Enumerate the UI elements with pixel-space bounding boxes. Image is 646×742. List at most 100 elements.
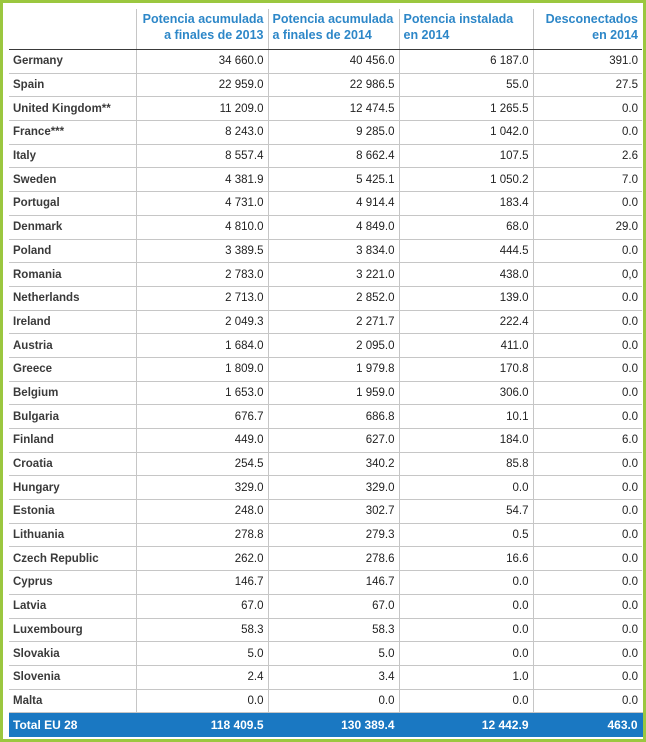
cumulative-2013-cell: 676.7	[136, 404, 269, 429]
header-row: Potencia acumulada a finales de 2013 Pote…	[9, 9, 642, 50]
decommissioned-2014-cell: 0.0	[533, 404, 642, 429]
cumulative-2014-cell: 3.4	[268, 665, 400, 690]
cumulative-2014-cell: 5.0	[268, 641, 400, 666]
table-row: Belgium 1 653.0 1 959.0 306.0 0.0	[9, 381, 642, 406]
cumulative-2013-cell: 0.0	[136, 689, 269, 714]
cumulative-2013-cell: 1 684.0	[136, 333, 269, 358]
installed-2014-cell: 54.7	[399, 499, 534, 524]
decommissioned-2014-cell: 0.0	[533, 523, 642, 548]
decommissioned-2014-cell: 0.0	[533, 499, 642, 524]
country-cell: Belgium	[9, 381, 137, 406]
cumulative-2013-cell: 146.7	[136, 570, 269, 595]
installed-2014-cell: 6 187.0	[399, 49, 534, 74]
cumulative-2013-cell: 329.0	[136, 475, 269, 501]
cumulative-2014-cell: 9 285.0	[268, 120, 400, 145]
installed-2014-cell: 184.0	[399, 428, 534, 453]
decommissioned-2014-cell: 0.0	[533, 665, 642, 690]
table-row: Finland 449.0 627.0 184.0 6.0	[9, 428, 642, 453]
country-cell: Bulgaria	[9, 404, 137, 429]
country-cell: France***	[9, 120, 137, 145]
installed-2014-cell: 0.0	[399, 594, 534, 619]
country-cell: Latvia	[9, 594, 137, 619]
country-cell: Slovakia	[9, 641, 137, 666]
cumulative-2013-cell: 34 660.0	[136, 49, 269, 74]
decommissioned-2014-cell: 0.0	[533, 689, 642, 714]
table-row: Sweden 4 381.9 5 425.1 1 050.2 7.0	[9, 167, 642, 193]
cumulative-2013-cell: 2.4	[136, 665, 269, 690]
decommissioned-2014-cell: 0.0	[533, 452, 642, 477]
decommissioned-2014-cell: 0.0	[533, 286, 642, 311]
decommissioned-2014-cell: 0.0	[533, 96, 642, 122]
country-cell: Austria	[9, 333, 137, 358]
table-row: Denmark 4 810.0 4 849.0 68.0 29.0	[9, 215, 642, 240]
table-row: Italy 8 557.4 8 662.4 107.5 2.6	[9, 144, 642, 169]
installed-2014-cell: 1 042.0	[399, 120, 534, 145]
table-row: Portugal 4 731.0 4 914.4 183.4 0.0	[9, 191, 642, 216]
country-cell: Slovenia	[9, 665, 137, 690]
installed-2014-cell: 107.5	[399, 144, 534, 169]
table-row: Slovakia 5.0 5.0 0.0 0.0	[9, 641, 642, 666]
cumulative-2013-cell: 254.5	[136, 452, 269, 477]
table-row: Slovenia 2.4 3.4 1.0 0.0	[9, 665, 642, 690]
country-cell: Luxembourg	[9, 618, 137, 643]
installed-2014-cell: 444.5	[399, 239, 534, 264]
decommissioned-2014-cell: 0,0	[533, 262, 642, 287]
table-row: Germany 34 660.0 40 456.0 6 187.0 391.0	[9, 49, 642, 74]
cumulative-2014-cell: 58.3	[268, 618, 400, 643]
cumulative-2014-cell: 0.0	[268, 689, 400, 714]
cumulative-2014-cell: 278.6	[268, 546, 400, 572]
table-row: Croatia 254.5 340.2 85.8 0.0	[9, 452, 642, 477]
cumulative-2014-cell: 3 834.0	[268, 239, 400, 264]
cumulative-2014-cell: 5 425.1	[268, 167, 400, 193]
table-row: United Kingdom** 11 209.0 12 474.5 1 265.5 0…	[9, 96, 642, 122]
table-row: Poland 3 389.5 3 834.0 444.5 0.0	[9, 239, 642, 264]
table-body: Germany 34 660.0 40 456.0 6 187.0 391.0 Spain…	[9, 49, 643, 738]
installed-2014-cell: 0.0	[399, 689, 534, 714]
decommissioned-2014-cell: 0.0	[533, 641, 642, 666]
country-cell: Poland	[9, 239, 137, 264]
country-cell: Malta	[9, 689, 137, 714]
cumulative-2014-cell: 40 456.0	[268, 49, 400, 74]
cumulative-2013-cell: 3 389.5	[136, 239, 269, 264]
decommissioned-2014-cell: 0.0	[533, 239, 642, 264]
header-country	[9, 9, 137, 50]
cumulative-2013-cell: 8 557.4	[136, 144, 269, 169]
table-row: Cyprus 146.7 146.7 0.0 0.0	[9, 570, 642, 595]
cumulative-2013-cell: 2 049.3	[136, 310, 269, 335]
installed-2014-cell: 55.0	[399, 73, 534, 98]
installed-2014-cell: 12 442.9	[399, 712, 534, 738]
decommissioned-2014-cell: 29.0	[533, 215, 642, 240]
decommissioned-2014-cell: 0.0	[533, 381, 642, 406]
table-row: Estonia 248.0 302.7 54.7 0.0	[9, 499, 642, 524]
table-row: Romania 2 783.0 3 221.0 438.0 0,0	[9, 262, 642, 287]
cumulative-2013-cell: 22 959.0	[136, 73, 269, 98]
installed-2014-cell: 306.0	[399, 381, 534, 406]
table-row: Malta 0.0 0.0 0.0 0.0	[9, 689, 642, 714]
table-row: Netherlands 2 713.0 2 852.0 139.0 0.0	[9, 286, 642, 311]
country-cell: Netherlands	[9, 286, 137, 311]
cumulative-2014-cell: 12 474.5	[268, 96, 400, 122]
cumulative-2013-cell: 5.0	[136, 641, 269, 666]
cumulative-2013-cell: 4 810.0	[136, 215, 269, 240]
installed-2014-cell: 85.8	[399, 452, 534, 477]
cumulative-2014-cell: 627.0	[268, 428, 400, 453]
country-cell: Estonia	[9, 499, 137, 524]
country-cell: Denmark	[9, 215, 137, 240]
cumulative-2014-cell: 1 979.8	[268, 357, 400, 382]
cumulative-2014-cell: 67.0	[268, 594, 400, 619]
cumulative-2014-cell: 130 389.4	[268, 712, 400, 738]
cumulative-2013-cell: 278.8	[136, 523, 269, 548]
cumulative-2014-cell: 1 959.0	[268, 381, 400, 406]
installed-2014-cell: 1 050.2	[399, 167, 534, 193]
cumulative-2014-cell: 329.0	[268, 475, 400, 501]
table-row: Latvia 67.0 67.0 0.0 0.0	[9, 594, 642, 619]
decommissioned-2014-cell: 0.0	[533, 594, 642, 619]
table-row: Greece 1 809.0 1 979.8 170.8 0.0	[9, 357, 642, 382]
cumulative-2013-cell: 1 809.0	[136, 357, 269, 382]
country-cell: Ireland	[9, 310, 137, 335]
table-row: Lithuania 278.8 279.3 0.5 0.0	[9, 523, 642, 548]
wind-capacity-table: Potencia acumulada a finales de 2013 Pote…	[9, 9, 643, 738]
country-cell: Portugal	[9, 191, 137, 216]
country-cell: Total EU 28	[9, 712, 137, 738]
